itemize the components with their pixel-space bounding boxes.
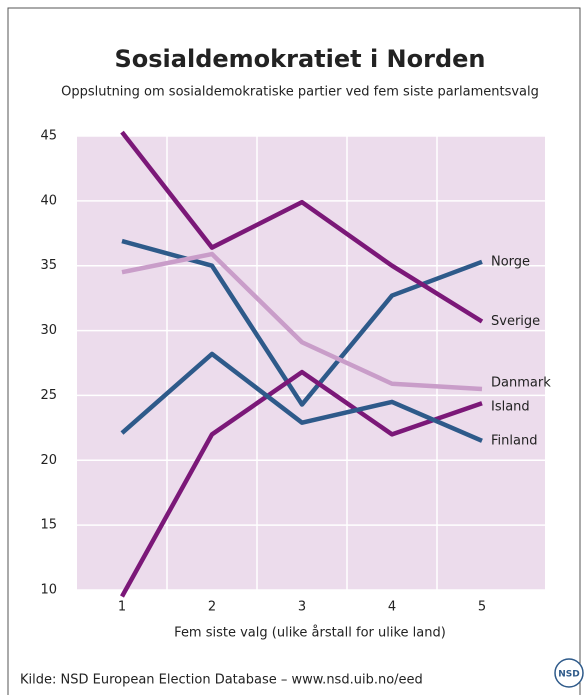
x-tick-label: 1 bbox=[118, 600, 126, 615]
x-tick-label: 3 bbox=[298, 600, 306, 615]
series-label: Island bbox=[491, 400, 530, 415]
source: Kilde: NSD European Election Database – … bbox=[20, 673, 423, 688]
x-tick-label: 2 bbox=[208, 600, 216, 615]
y-tick-label: 15 bbox=[40, 518, 57, 533]
y-tick-label: 40 bbox=[40, 193, 57, 208]
x-tick-label: 4 bbox=[388, 600, 396, 615]
chart-subtitle: Oppslutning om sosialdemokratiske partie… bbox=[61, 85, 539, 100]
chart-title: Sosialdemokratiet i Norden bbox=[115, 45, 486, 73]
y-tick-label: 30 bbox=[40, 323, 57, 338]
y-tick-label: 20 bbox=[40, 453, 57, 468]
series-label: Danmark bbox=[491, 375, 551, 390]
logo-circle bbox=[554, 658, 584, 688]
series-line bbox=[120, 351, 483, 443]
series-label: Finland bbox=[491, 433, 537, 448]
series-line bbox=[120, 369, 483, 598]
series-line bbox=[120, 130, 484, 324]
series-line bbox=[121, 251, 483, 392]
series-label: Norge bbox=[491, 254, 530, 269]
y-tick-label: 10 bbox=[40, 583, 57, 598]
x-tick-label: 5 bbox=[478, 600, 486, 615]
y-tick-label: 45 bbox=[40, 129, 57, 144]
frame bbox=[7, 7, 581, 695]
logo: NSD bbox=[558, 670, 580, 680]
x-axis-label: Fem siste valg (ulike årstall for ulike … bbox=[174, 626, 446, 641]
series-label: Sverige bbox=[491, 314, 540, 329]
y-tick-label: 35 bbox=[40, 258, 57, 273]
plot-background bbox=[77, 136, 545, 590]
y-tick-label: 25 bbox=[40, 388, 57, 403]
